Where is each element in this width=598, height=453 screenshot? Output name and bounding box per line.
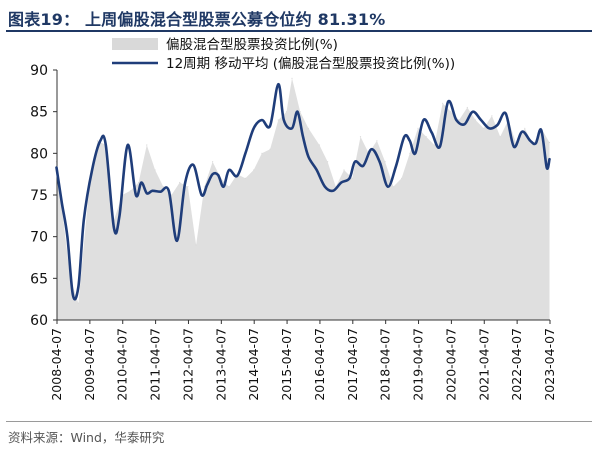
x-tick-label: 2009-04-07 (82, 328, 97, 401)
area-point (96, 140, 99, 142)
area-point (162, 186, 164, 188)
source-note: 资料来源：Wind，华泰研究 (8, 430, 165, 445)
area-point (253, 169, 255, 171)
area-point (458, 119, 460, 121)
area-point (466, 106, 468, 109)
area-point (433, 144, 435, 146)
area-point (203, 186, 205, 188)
area-point (417, 127, 419, 129)
area-point (425, 136, 427, 138)
area-point (483, 127, 485, 129)
area-point (359, 136, 362, 138)
area-point (179, 181, 181, 184)
x-tick-label: 2021-04-07 (476, 328, 491, 401)
area-point (524, 127, 526, 129)
x-tick-label: 2008-04-07 (49, 328, 64, 401)
area-point (384, 161, 386, 163)
x-tick-label: 2020-04-07 (443, 328, 458, 401)
y-tick-label: 85 (30, 105, 48, 121)
x-tick-label: 2011-04-07 (148, 328, 163, 401)
area-point (401, 177, 403, 179)
area-point (351, 177, 353, 179)
legend-swatch-area (112, 38, 158, 50)
area-point (195, 244, 197, 246)
area-point (299, 111, 301, 113)
area-point (409, 152, 411, 154)
area-point (212, 161, 214, 163)
legend: 偏股混合型股票投资比例(%) 12周期 移动平均 (偏股混合型股票投资比例(%)… (112, 37, 455, 72)
x-tick-label: 2010-04-07 (115, 328, 130, 401)
area-point (170, 194, 173, 196)
area-point (261, 152, 263, 154)
area-point (228, 186, 230, 188)
title-divider (6, 30, 592, 32)
area-point (129, 190, 131, 192)
x-tick-label: 2023-04-07 (542, 328, 557, 401)
x-tick-label: 2016-04-07 (312, 328, 327, 401)
area-point (474, 119, 477, 121)
area-point (146, 144, 148, 146)
x-tick-label: 2018-04-07 (378, 328, 393, 401)
source-divider (6, 421, 592, 422)
x-tick-label: 2012-04-07 (180, 328, 195, 401)
legend-label-area: 偏股混合型股票投资比例(%) (166, 37, 338, 53)
x-tick-label: 2022-04-07 (509, 328, 524, 401)
area-point (343, 169, 345, 171)
y-tick-label: 70 (30, 230, 48, 246)
x-tick-label: 2014-04-07 (246, 328, 261, 401)
area-point (491, 115, 493, 117)
area-point (327, 161, 329, 163)
axes-layer: 60 65 70 75 80 85 90 2008-04-07 2009-04-07 2010-0… (30, 63, 557, 401)
area-point (499, 136, 501, 138)
x-tick-label: 2015-04-07 (279, 328, 294, 401)
area-fill (56, 78, 550, 320)
area-point (318, 144, 320, 146)
x-tick-label: 2017-04-07 (345, 328, 360, 401)
area-point (277, 119, 279, 121)
area-point (548, 141, 551, 144)
area-point (442, 102, 444, 104)
area-point (392, 186, 394, 188)
y-tick-label: 90 (30, 63, 48, 79)
area-point (244, 177, 246, 179)
y-tick-label: 65 (30, 271, 48, 287)
area-point (138, 181, 140, 184)
moving-average-line (55, 82, 551, 301)
area-point (307, 127, 309, 129)
area-point (285, 111, 288, 113)
area-point (450, 111, 452, 113)
area-point (154, 169, 156, 171)
area-point (187, 186, 189, 188)
y-tick-label: 80 (30, 146, 48, 162)
figure-title: 图表19： 上周偏股混合型股票公募仓位约 81.31% (8, 10, 386, 29)
y-tick-label: 75 (30, 188, 48, 204)
x-tick-label: 2019-04-07 (411, 328, 426, 401)
y-tick-label: 60 (30, 313, 48, 329)
area-point (269, 148, 271, 150)
moving-average-layer (55, 82, 551, 301)
x-tick-label: 2013-04-07 (213, 328, 228, 401)
area-point (376, 140, 378, 142)
area-point (291, 77, 293, 79)
legend-label-line: 12周期 移动平均 (偏股混合型股票投资比例(%)) (166, 56, 455, 72)
area-point (77, 302, 79, 304)
